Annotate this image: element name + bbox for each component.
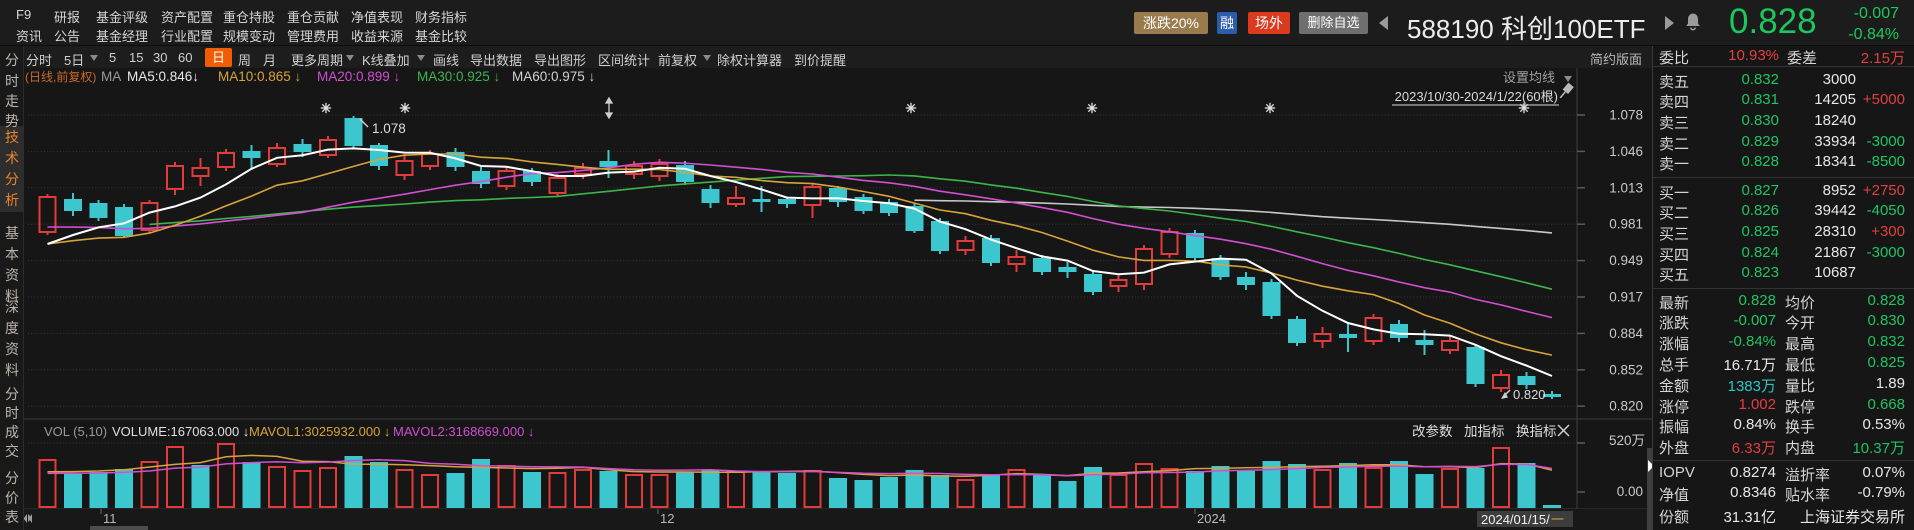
svg-text:改参数: 改参数 (1412, 423, 1453, 439)
svg-text:12: 12 (660, 511, 674, 526)
svg-text:设置均线: 设置均线 (1503, 70, 1555, 85)
svg-text:换指标: 换指标 (1516, 424, 1557, 439)
svg-text:MAVOL2:3168669.000 ↓: MAVOL2:3168669.000 ↓ (393, 424, 534, 439)
svg-text:0.852: 0.852 (1609, 362, 1643, 377)
svg-text:(日线,前复权): (日线,前复权) (25, 69, 96, 84)
svg-text:0.949: 0.949 (1609, 253, 1643, 268)
svg-text:1.013: 1.013 (1609, 180, 1643, 195)
svg-text:0.820: 0.820 (1609, 399, 1643, 414)
svg-text:加指标: 加指标 (1464, 424, 1505, 439)
svg-text:0.00: 0.00 (1617, 484, 1643, 499)
svg-text:1.078: 1.078 (1609, 108, 1643, 123)
svg-text:1.046: 1.046 (1609, 144, 1643, 159)
svg-text:MA10:0.865 ↓: MA10:0.865 ↓ (218, 69, 301, 84)
svg-text:MA60:0.975 ↓: MA60:0.975 ↓ (512, 69, 595, 84)
svg-text:0.820: 0.820 (1513, 387, 1546, 402)
svg-text:一: 一 (1551, 512, 1564, 527)
svg-text:MA20:0.899 ↓: MA20:0.899 ↓ (317, 69, 400, 84)
svg-text:VOL (5,10): VOL (5,10) (44, 424, 107, 439)
svg-text:1.078: 1.078 (372, 121, 406, 136)
svg-text:2023/10/30-2024/1/22(60根): 2023/10/30-2024/1/22(60根) (1395, 89, 1558, 104)
svg-text:VOLUME:167063.000 ↓: VOLUME:167063.000 ↓ (112, 424, 249, 439)
svg-text:MA5:0.846↓: MA5:0.846↓ (127, 69, 199, 84)
svg-text:MAVOL1:3025932.000 ↓: MAVOL1:3025932.000 ↓ (249, 424, 390, 439)
svg-text:2024: 2024 (1197, 511, 1226, 526)
svg-text:0.884: 0.884 (1609, 326, 1643, 341)
svg-text:0.917: 0.917 (1609, 290, 1643, 305)
svg-text:MA: MA (101, 69, 121, 84)
svg-text:520万: 520万 (1609, 433, 1645, 448)
svg-text:11: 11 (103, 511, 117, 526)
svg-text:0.981: 0.981 (1609, 217, 1643, 232)
svg-text:2024/01/15/: 2024/01/15/ (1481, 512, 1550, 527)
svg-text:MA30:0.925 ↓: MA30:0.925 ↓ (417, 69, 500, 84)
